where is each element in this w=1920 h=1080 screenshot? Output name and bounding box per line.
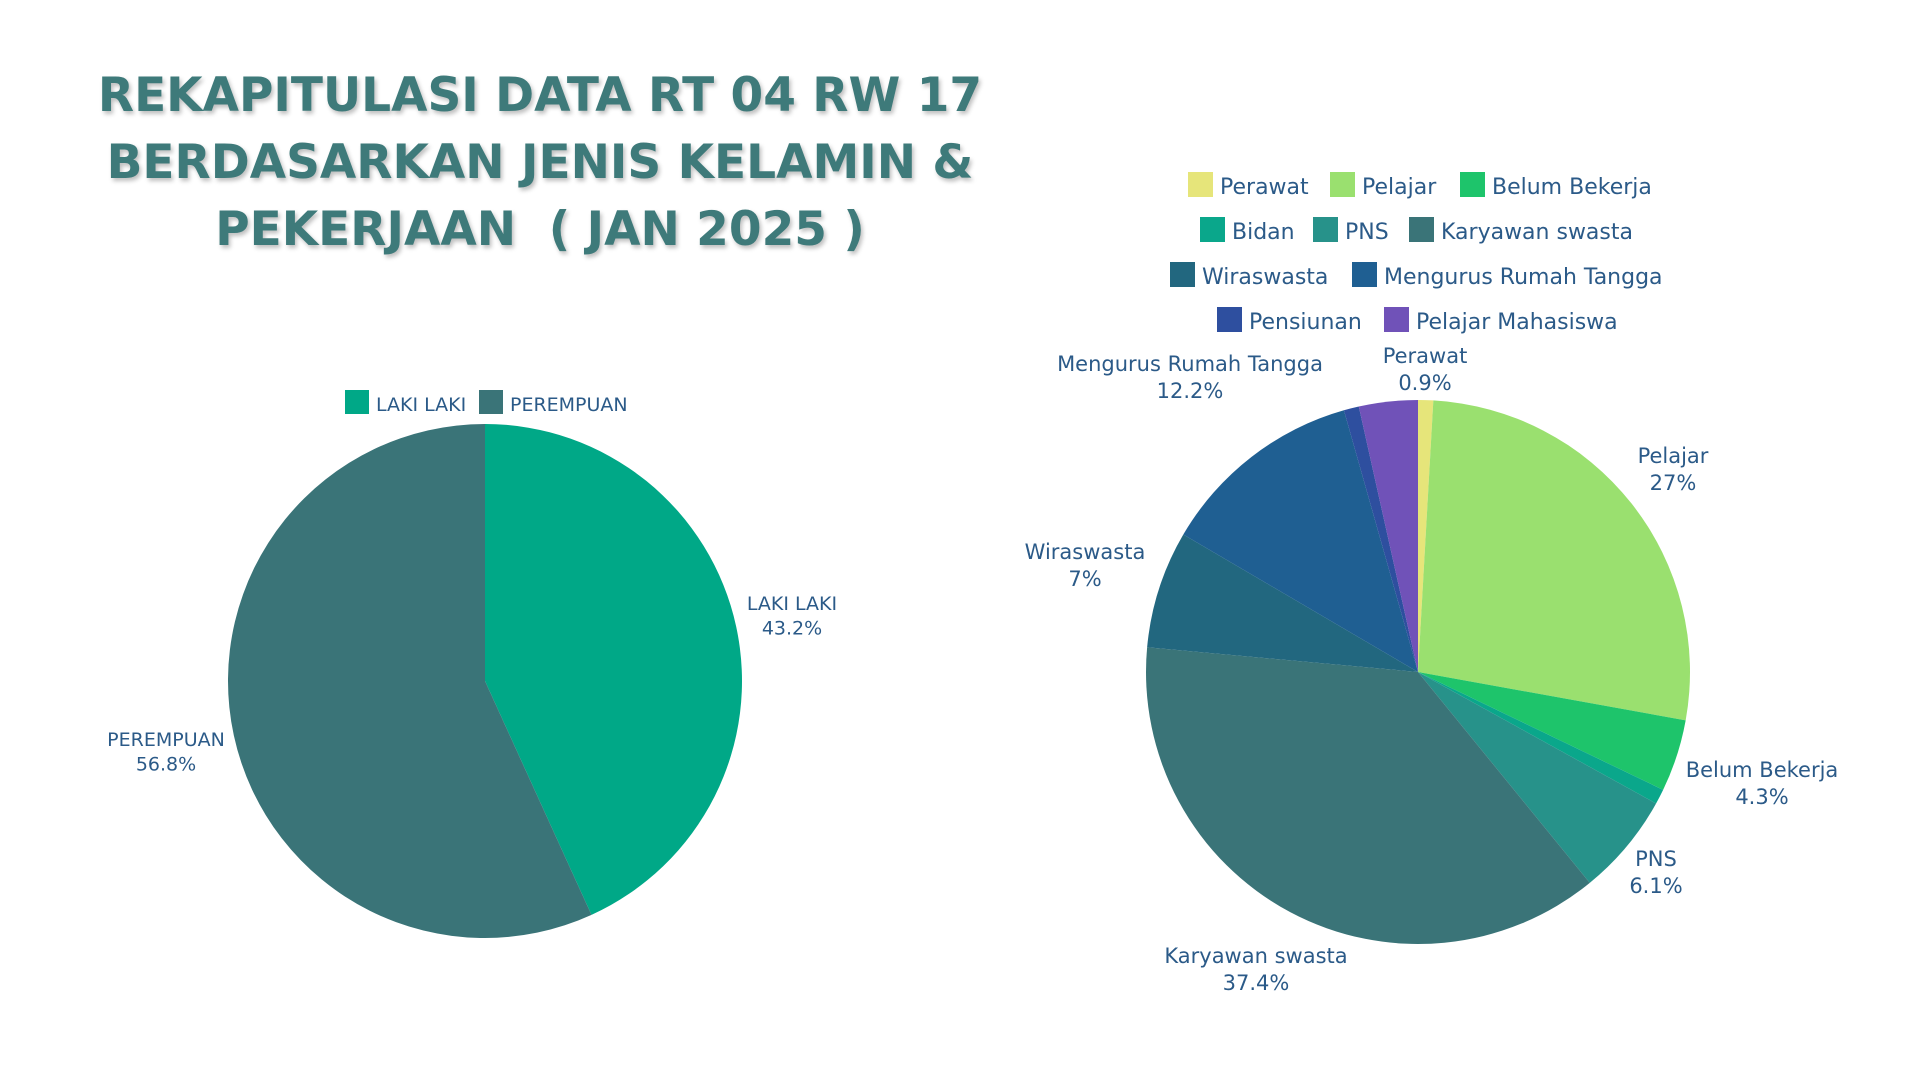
legend-swatch	[1384, 307, 1409, 332]
data-label-name: LAKI LAKI	[747, 593, 837, 615]
legend-item-pelajar-mahasiswa: Pelajar Mahasiswa	[1384, 307, 1618, 335]
data-label-value: 0.9%	[1398, 371, 1451, 395]
legend-item-perawat: Perawat	[1188, 172, 1309, 200]
legend-swatch	[1330, 172, 1355, 197]
data-label-karyawan-swasta: Karyawan swasta 37.4%	[1164, 944, 1347, 995]
legend-label: Mengurus Rumah Tangga	[1384, 265, 1663, 290]
legend-item-karyawan-swasta: Karyawan swasta	[1409, 217, 1633, 245]
data-label-value: 4.3%	[1735, 785, 1788, 809]
legend-swatch	[1200, 217, 1225, 242]
pie-slice-mengurus-rumah-tangga	[1183, 410, 1418, 672]
data-label-name: Belum Bekerja	[1686, 758, 1839, 782]
pie-slice-pensiunan	[1343, 406, 1418, 672]
data-label-value: 56.8%	[136, 753, 196, 775]
data-label-mengurus-rumah-tangga: Mengurus Rumah Tangga 12.2%	[1057, 352, 1323, 403]
legend-label: Karyawan swasta	[1441, 220, 1633, 245]
data-label-value: 7%	[1068, 567, 1101, 591]
legend-label: Bidan	[1232, 220, 1295, 245]
data-label-name: Karyawan swasta	[1164, 944, 1347, 968]
pie-slice-perawat	[1418, 400, 1434, 672]
legend-item-wiraswasta: Wiraswasta	[1170, 262, 1328, 290]
data-label-pelajar: Pelajar 27%	[1638, 444, 1709, 495]
legend-item-pns: PNS	[1313, 217, 1389, 245]
data-label-name: Pelajar	[1638, 444, 1709, 468]
data-label-value: 43.2%	[762, 617, 822, 639]
data-label-name: Mengurus Rumah Tangga	[1057, 352, 1323, 376]
legend-swatch	[1460, 172, 1485, 197]
data-label-name: PEREMPUAN	[107, 729, 225, 751]
legend-swatch	[1188, 172, 1213, 197]
page-title: REKAPITULASI DATA RT 04 RW 17 BERDASARKA…	[60, 62, 1020, 263]
legend-item-mengurus-rumah-tangga: Mengurus Rumah Tangga	[1352, 262, 1663, 290]
title-line-2: BERDASARKAN JENIS KELAMIN &	[106, 135, 974, 190]
data-label-name: Wiraswasta	[1025, 540, 1146, 564]
data-label-name: PNS	[1635, 847, 1677, 871]
pie-slice-karyawan-swasta	[1146, 647, 1590, 945]
pie-slice-pns	[1418, 672, 1657, 883]
data-label-name: Perawat	[1383, 344, 1468, 368]
legend-swatch	[1313, 217, 1338, 242]
data-label-value: 27%	[1650, 471, 1697, 495]
title-line-1: REKAPITULASI DATA RT 04 RW 17	[97, 68, 983, 123]
legend-label: PEREMPUAN	[510, 394, 628, 416]
data-label-value: 37.4%	[1223, 971, 1290, 995]
legend-swatch	[1352, 262, 1377, 287]
legend-label: Belum Bekerja	[1492, 175, 1652, 200]
legend-item-pelajar: Pelajar	[1330, 172, 1437, 200]
pie-slice-belum-bekerja	[1418, 672, 1686, 790]
legend-item-belum-bekerja: Belum Bekerja	[1460, 172, 1652, 200]
legend-swatch	[1217, 307, 1242, 332]
data-label-pns: PNS 6.1%	[1629, 847, 1682, 898]
legend-label: Pelajar Mahasiswa	[1416, 310, 1618, 335]
legend-label: Pelajar	[1362, 175, 1437, 200]
legend-item-bidan: Bidan	[1200, 217, 1295, 245]
data-label-value: 12.2%	[1157, 379, 1224, 403]
title-line-3: PEKERJAAN ( JAN 2025 )	[215, 202, 865, 257]
pie-slice-bidan	[1418, 672, 1664, 804]
data-label-perawat: Perawat 0.9%	[1383, 344, 1468, 395]
pie-slice-pelajar-mahasiswa	[1358, 400, 1418, 672]
legend-item-pensiunan: Pensiunan	[1217, 307, 1362, 335]
pie-slice-laki-laki	[485, 424, 742, 915]
legend-item-laki-laki: LAKI LAKI	[345, 390, 466, 416]
pie-slice-pelajar	[1418, 400, 1691, 721]
legend-label: Wiraswasta	[1202, 265, 1328, 290]
data-label-belum-bekerja: Belum Bekerja 4.3%	[1686, 758, 1839, 809]
legend-label: PNS	[1345, 220, 1389, 245]
data-label-wiraswasta: Wiraswasta 7%	[1025, 540, 1146, 591]
legend-label: Perawat	[1220, 175, 1309, 200]
legend-swatch	[345, 390, 369, 414]
legend-label: Pensiunan	[1249, 310, 1362, 335]
legend-swatch	[1170, 262, 1195, 287]
legend-swatch	[479, 390, 503, 414]
legend-item-perempuan: PEREMPUAN	[479, 390, 628, 416]
pie-slice-wiraswasta	[1147, 534, 1418, 672]
legend-swatch	[1409, 217, 1434, 242]
legend-label: LAKI LAKI	[376, 394, 466, 416]
data-label-value: 6.1%	[1629, 874, 1682, 898]
pie-slice-perempuan	[227, 424, 592, 938]
